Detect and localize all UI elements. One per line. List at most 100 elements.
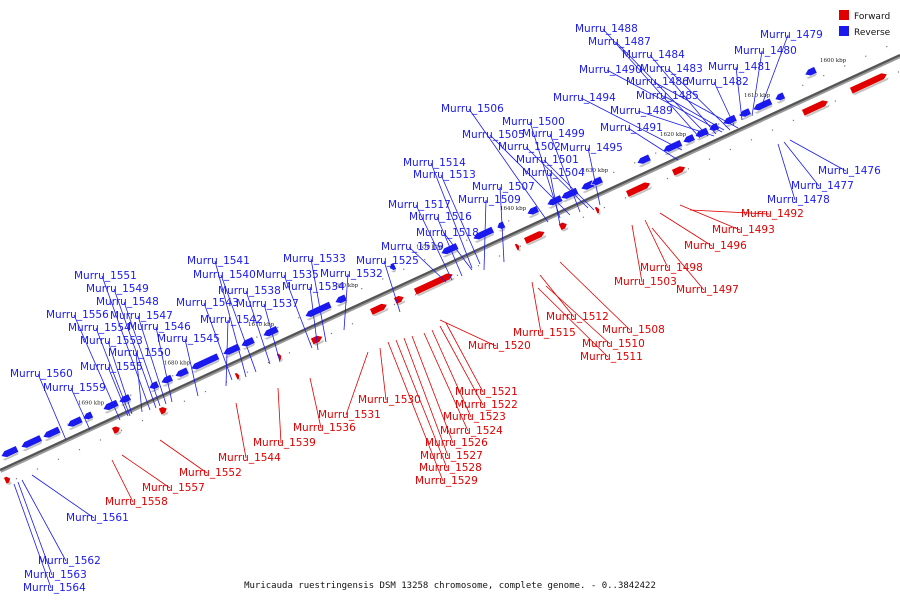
reverse-gene-label[interactable]: Murru_1559 [43, 382, 106, 394]
reverse-gene-label[interactable]: Murru_1489 [610, 105, 673, 117]
forward-gene-label[interactable]: Murru_1512 [546, 311, 609, 323]
reverse-gene-label[interactable]: Murru_1525 [356, 255, 419, 267]
reverse-gene-label[interactable]: Murru_1549 [86, 283, 149, 295]
reverse-gene-label[interactable]: Murru_1543 [176, 297, 239, 309]
forward-gene-label[interactable]: Murru_1515 [513, 327, 576, 339]
reverse-gene-label[interactable]: Murru_1487 [588, 36, 651, 48]
reverse-gene-arrow[interactable] [20, 434, 44, 452]
reverse-gene-arrow[interactable] [752, 97, 774, 115]
reverse-gene-label[interactable]: Murru_1481 [708, 61, 771, 73]
reverse-gene-arrow[interactable] [148, 380, 161, 393]
reverse-gene-label[interactable]: Murru_1500 [502, 116, 565, 128]
reverse-gene-arrow[interactable] [738, 107, 753, 121]
forward-gene-label[interactable]: Murru_1544 [218, 452, 281, 464]
reverse-gene-label[interactable]: Murru_1484 [622, 49, 685, 61]
reverse-gene-arrow[interactable] [526, 205, 541, 219]
reverse-gene-arrow[interactable] [496, 220, 507, 233]
forward-gene-arrow[interactable] [393, 294, 407, 306]
forward-gene-arrow[interactable] [671, 164, 688, 178]
forward-gene-arrow[interactable] [310, 333, 325, 346]
forward-gene-arrow[interactable] [413, 271, 456, 297]
reverse-gene-label[interactable]: Murru_1553 [80, 335, 143, 347]
forward-gene-label[interactable]: Murru_1523 [443, 411, 506, 423]
reverse-gene-label[interactable]: Murru_1519 [381, 241, 444, 253]
forward-gene-arrow[interactable] [523, 229, 548, 246]
reverse-gene-label[interactable]: Murru_1516 [409, 211, 472, 223]
reverse-gene-label[interactable]: Murru_1504 [522, 167, 585, 179]
reverse-gene-arrow[interactable] [636, 153, 652, 168]
reverse-gene-arrow[interactable] [388, 262, 397, 274]
forward-gene-label[interactable]: Murru_1552 [179, 467, 242, 479]
reverse-gene-arrow[interactable] [440, 242, 460, 259]
forward-gene-label[interactable]: Murru_1497 [676, 284, 739, 296]
reverse-gene-label[interactable]: Murru_1548 [96, 296, 159, 308]
forward-gene-arrow[interactable] [558, 221, 569, 233]
reverse-gene-label[interactable]: Murru_1518 [416, 227, 479, 239]
reverse-gene-label[interactable]: Murru_1535 [256, 269, 319, 281]
forward-gene-arrow[interactable] [158, 405, 169, 417]
forward-gene-arrow[interactable] [234, 372, 241, 382]
reverse-gene-label[interactable]: Murru_1538 [218, 285, 281, 297]
reverse-gene-arrow[interactable] [262, 325, 280, 341]
forward-gene-label[interactable]: Murru_1496 [684, 240, 747, 252]
reverse-gene-arrow[interactable] [42, 425, 62, 442]
reverse-gene-label[interactable]: Murru_1505 [462, 129, 525, 141]
reverse-gene-label[interactable]: Murru_1547 [110, 310, 173, 322]
reverse-gene-label[interactable]: Murru_1555 [80, 361, 143, 373]
reverse-gene-label[interactable]: Murru_1533 [283, 253, 346, 265]
reverse-gene-arrow[interactable] [682, 133, 697, 147]
reverse-gene-label[interactable]: Murru_1534 [282, 281, 345, 293]
reverse-gene-arrow[interactable] [472, 225, 496, 243]
forward-gene-label[interactable]: Murru_1520 [468, 340, 531, 352]
reverse-gene-label[interactable]: Murru_1494 [553, 92, 616, 104]
reverse-gene-label[interactable]: Murru_1488 [575, 23, 638, 35]
reverse-gene-label[interactable]: Murru_1483 [640, 63, 703, 75]
reverse-gene-label[interactable]: Murru_1551 [74, 270, 137, 282]
forward-gene-arrow[interactable] [3, 475, 13, 486]
reverse-gene-label[interactable]: Murru_1476 [818, 165, 881, 177]
reverse-gene-label[interactable]: Murru_1480 [734, 45, 797, 57]
forward-gene-arrow[interactable] [594, 206, 601, 216]
forward-gene-arrow[interactable] [514, 243, 521, 253]
reverse-gene-label[interactable]: Murru_1532 [320, 268, 383, 280]
reverse-gene-label[interactable]: Murru_1541 [187, 255, 250, 267]
forward-gene-label[interactable]: Murru_1558 [105, 496, 168, 508]
reverse-gene-arrow[interactable] [222, 342, 242, 359]
forward-gene-label[interactable]: Murru_1524 [440, 425, 503, 437]
reverse-gene-arrow[interactable] [82, 410, 95, 423]
forward-gene-label[interactable]: Murru_1498 [640, 262, 703, 274]
forward-gene-label[interactable]: Murru_1557 [142, 482, 205, 494]
reverse-gene-label[interactable]: Murru_1564 [23, 582, 86, 594]
reverse-gene-arrow[interactable] [334, 293, 349, 307]
reverse-gene-label[interactable]: Murru_1546 [128, 321, 191, 333]
reverse-gene-label[interactable]: Murru_1499 [522, 128, 585, 140]
forward-gene-label[interactable]: Murru_1511 [580, 351, 643, 363]
reverse-gene-label[interactable]: Murru_1507 [472, 181, 535, 193]
reverse-gene-arrow[interactable] [580, 179, 596, 194]
forward-gene-label[interactable]: Murru_1503 [614, 276, 677, 288]
reverse-gene-arrow[interactable] [803, 66, 818, 79]
forward-gene-label[interactable]: Murru_1508 [602, 324, 665, 336]
reverse-gene-label[interactable]: Murru_1562 [38, 555, 101, 567]
reverse-gene-label[interactable]: Murru_1501 [516, 154, 579, 166]
reverse-gene-label[interactable]: Murru_1513 [413, 169, 476, 181]
forward-gene-label[interactable]: Murru_1528 [419, 462, 482, 474]
forward-gene-arrow[interactable] [111, 425, 123, 437]
reverse-gene-label[interactable]: Murru_1556 [46, 309, 109, 321]
reverse-gene-label[interactable]: Murru_1514 [403, 157, 466, 169]
reverse-gene-arrow[interactable] [0, 445, 20, 462]
reverse-gene-label[interactable]: Murru_1537 [236, 298, 299, 310]
forward-gene-label[interactable]: Murru_1510 [582, 338, 645, 350]
reverse-gene-arrow[interactable] [102, 399, 120, 414]
forward-gene-arrow[interactable] [625, 180, 653, 199]
reverse-gene-label[interactable]: Murru_1479 [760, 29, 823, 41]
reverse-gene-label[interactable]: Murru_1490 [579, 64, 642, 76]
reverse-gene-label[interactable]: Murru_1545 [157, 333, 220, 345]
reverse-gene-label[interactable]: Murru_1491 [600, 122, 663, 134]
reverse-gene-arrow[interactable] [66, 415, 84, 431]
forward-gene-label[interactable]: Murru_1527 [420, 450, 483, 462]
reverse-gene-label[interactable]: Murru_1506 [441, 103, 504, 115]
reverse-gene-label[interactable]: Murru_1560 [10, 368, 73, 380]
reverse-gene-label[interactable]: Murru_1517 [388, 199, 451, 211]
reverse-gene-arrow[interactable] [662, 139, 684, 157]
